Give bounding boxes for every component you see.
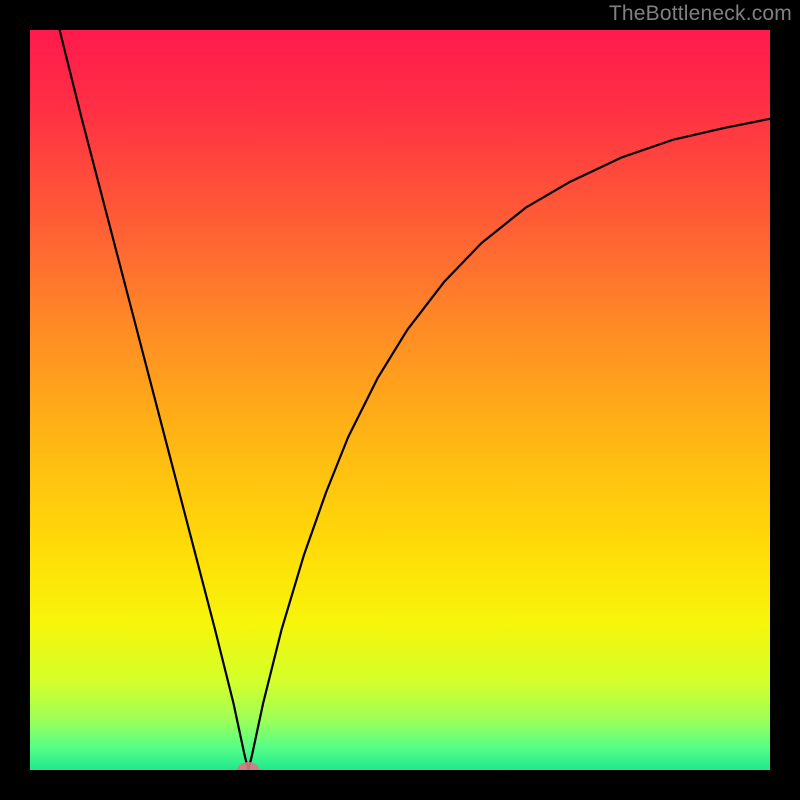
plot-svg (30, 30, 770, 770)
watermark-text: TheBottleneck.com (609, 2, 792, 26)
chart-canvas: TheBottleneck.com (0, 0, 800, 800)
plot-area (30, 30, 770, 770)
gradient-background (30, 30, 770, 770)
